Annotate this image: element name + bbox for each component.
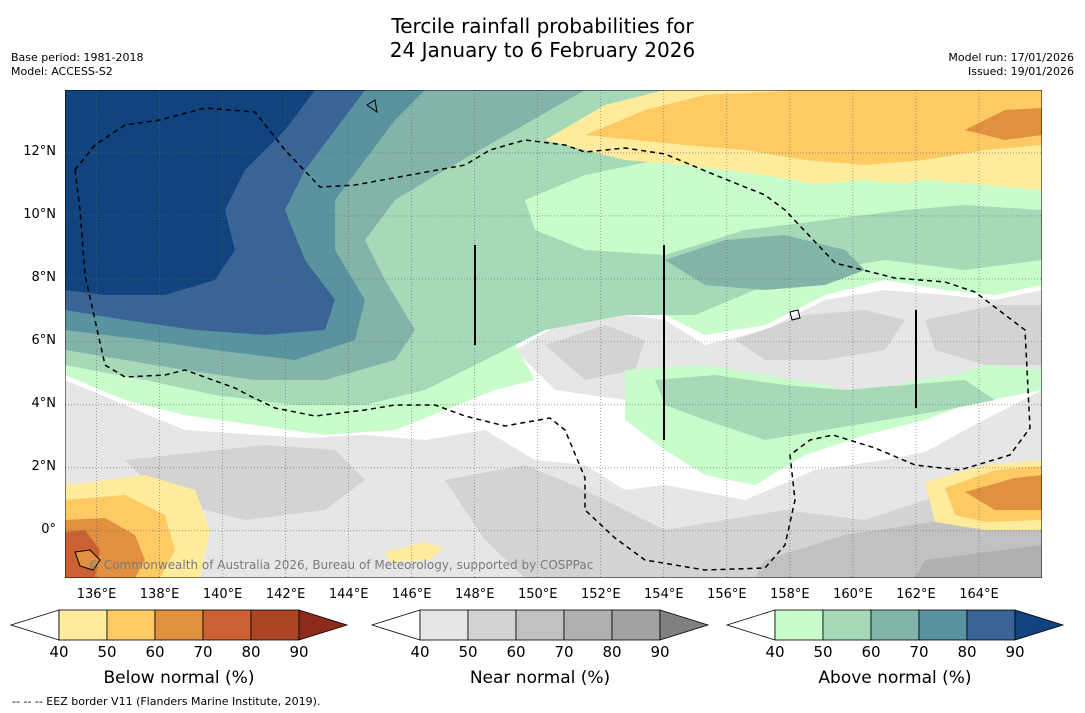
colorbar-segment xyxy=(918,609,968,641)
x-tick-label: 142°E xyxy=(265,587,306,602)
y-tick-label: 12°N xyxy=(23,143,56,159)
meta-right: Model run: 17/01/2026 Issued: 19/01/2026 xyxy=(948,51,1074,79)
x-tick-label: 150°E xyxy=(517,587,558,602)
title-line-1: Tercile rainfall probabilities for xyxy=(391,14,694,38)
above-normal-90 xyxy=(65,90,315,295)
y-tick-label: 6°N xyxy=(31,332,57,348)
gridlines xyxy=(65,90,1042,578)
title-line-2: 24 January to 6 February 2026 xyxy=(389,38,696,62)
above-normal-ne-patch xyxy=(805,180,965,205)
y-tick-label: 0° xyxy=(41,521,56,537)
colorbar-segment xyxy=(822,609,872,641)
x-tick-label: 136°E xyxy=(76,587,117,602)
model-name: Model: ACCESS-S2 xyxy=(11,65,113,78)
colorbar-tick-label: 50 xyxy=(97,643,117,661)
colorbar-tick-label: 40 xyxy=(49,643,69,661)
above-normal-60b xyxy=(665,235,865,290)
x-tick-label: 146°E xyxy=(391,587,432,602)
x-tick-label: 158°E xyxy=(770,587,810,602)
colorbar-tick-label: 80 xyxy=(957,643,977,661)
colorbar-segment xyxy=(202,609,252,641)
map-title: Tercile rainfall probabilities for 24 Ja… xyxy=(0,14,1085,62)
y-tick-label: 2°N xyxy=(31,458,57,474)
colorbar-tick-label: 50 xyxy=(813,643,833,661)
base-period: Base period: 1981-2018 xyxy=(11,51,144,64)
colorbar-segment xyxy=(419,609,469,641)
colorbar-tick-label: 80 xyxy=(241,643,261,661)
colorbar-tick-label: 40 xyxy=(410,643,430,661)
colorbar-extend-high xyxy=(659,609,710,641)
colorbar-segment xyxy=(515,609,565,641)
eez-border xyxy=(74,107,1031,571)
colorbar-tick-label: 60 xyxy=(506,643,526,661)
x-tick-label: 164°E xyxy=(959,587,999,602)
x-tick-label: 144°E xyxy=(328,587,369,602)
x-tick-label: 148°E xyxy=(454,587,495,602)
above-normal-label: Above normal (%) xyxy=(818,668,972,688)
colorbar-tick-label: 60 xyxy=(145,643,165,661)
y-tick-label: 10°N xyxy=(23,206,56,222)
colorbar-segment xyxy=(563,609,613,641)
x-tick-label: 152°E xyxy=(581,587,621,602)
eez-footnote: -- -- -- EEZ border V11 (Flanders Marine… xyxy=(12,695,321,708)
below-normal-se-60 xyxy=(965,475,1042,510)
colorbar-extend-low xyxy=(370,609,421,641)
below-normal-ne-50 xyxy=(585,90,1042,165)
colorbar-segment xyxy=(154,609,204,641)
colorbar-segment xyxy=(611,609,661,641)
colorbar-segment xyxy=(467,609,517,641)
island-marker-1 xyxy=(366,99,378,114)
near-normal-middle-50 xyxy=(545,325,645,380)
below-normal-ne-60 xyxy=(965,108,1042,140)
x-tick-label: 138°E xyxy=(139,587,180,602)
colorbar-segment xyxy=(250,609,300,641)
colorbar-tick-label: 70 xyxy=(554,643,574,661)
colorbar-segment xyxy=(966,609,1016,641)
x-tick-label: 154°E xyxy=(644,587,684,602)
colorbar-tick-label: 70 xyxy=(909,643,929,661)
colorbar-extend-low xyxy=(9,609,60,641)
issued-date: Issued: 19/01/2026 xyxy=(967,65,1074,78)
colorbar-extend-high xyxy=(1014,609,1065,641)
copyright-notice: © Commonwealth of Australia 2026, Bureau… xyxy=(88,558,594,572)
x-tick-label: 162°E xyxy=(896,587,936,602)
y-tick-label: 8°N xyxy=(31,269,57,285)
x-tick-label: 140°E xyxy=(202,587,243,602)
colorbar-tick-label: 90 xyxy=(1005,643,1025,661)
colorbar-tick-label: 80 xyxy=(602,643,622,661)
below-normal-label: Below normal (%) xyxy=(103,668,255,688)
near-normal-label: Near normal (%) xyxy=(469,668,611,688)
colorbar-tick-label: 40 xyxy=(765,643,785,661)
model-run: Model run: 17/01/2026 xyxy=(948,51,1074,64)
colorbar-segment xyxy=(774,609,824,641)
coastline-sw xyxy=(74,549,101,571)
colorbar-segment xyxy=(106,609,156,641)
above-normal-50b xyxy=(655,375,995,440)
x-tick-label: 156°E xyxy=(707,587,747,602)
colorbar-segment xyxy=(58,609,108,641)
colorbar-segment xyxy=(870,609,920,641)
probability-map xyxy=(65,90,1042,578)
near-normal-middle-50c xyxy=(925,305,1042,365)
colorbar-tick-label: 90 xyxy=(650,643,670,661)
near-normal-middle-50b xyxy=(735,310,905,360)
x-tick-label: 160°E xyxy=(833,587,873,602)
colorbars xyxy=(9,609,1065,641)
colorbar-extend-low xyxy=(725,609,776,641)
colorbar-tick-label: 50 xyxy=(458,643,478,661)
island-marker-2 xyxy=(789,309,801,321)
colorbar-tick-label: 90 xyxy=(289,643,309,661)
near-normal-south-70 xyxy=(915,545,1042,578)
colorbar-tick-label: 70 xyxy=(193,643,213,661)
colorbar-extend-high xyxy=(298,609,349,641)
meta-left: Base period: 1981-2018 Model: ACCESS-S2 xyxy=(11,51,143,79)
below-normal-s-patch xyxy=(385,542,443,562)
colorbar-tick-label: 60 xyxy=(861,643,881,661)
y-tick-label: 4°N xyxy=(31,395,57,411)
